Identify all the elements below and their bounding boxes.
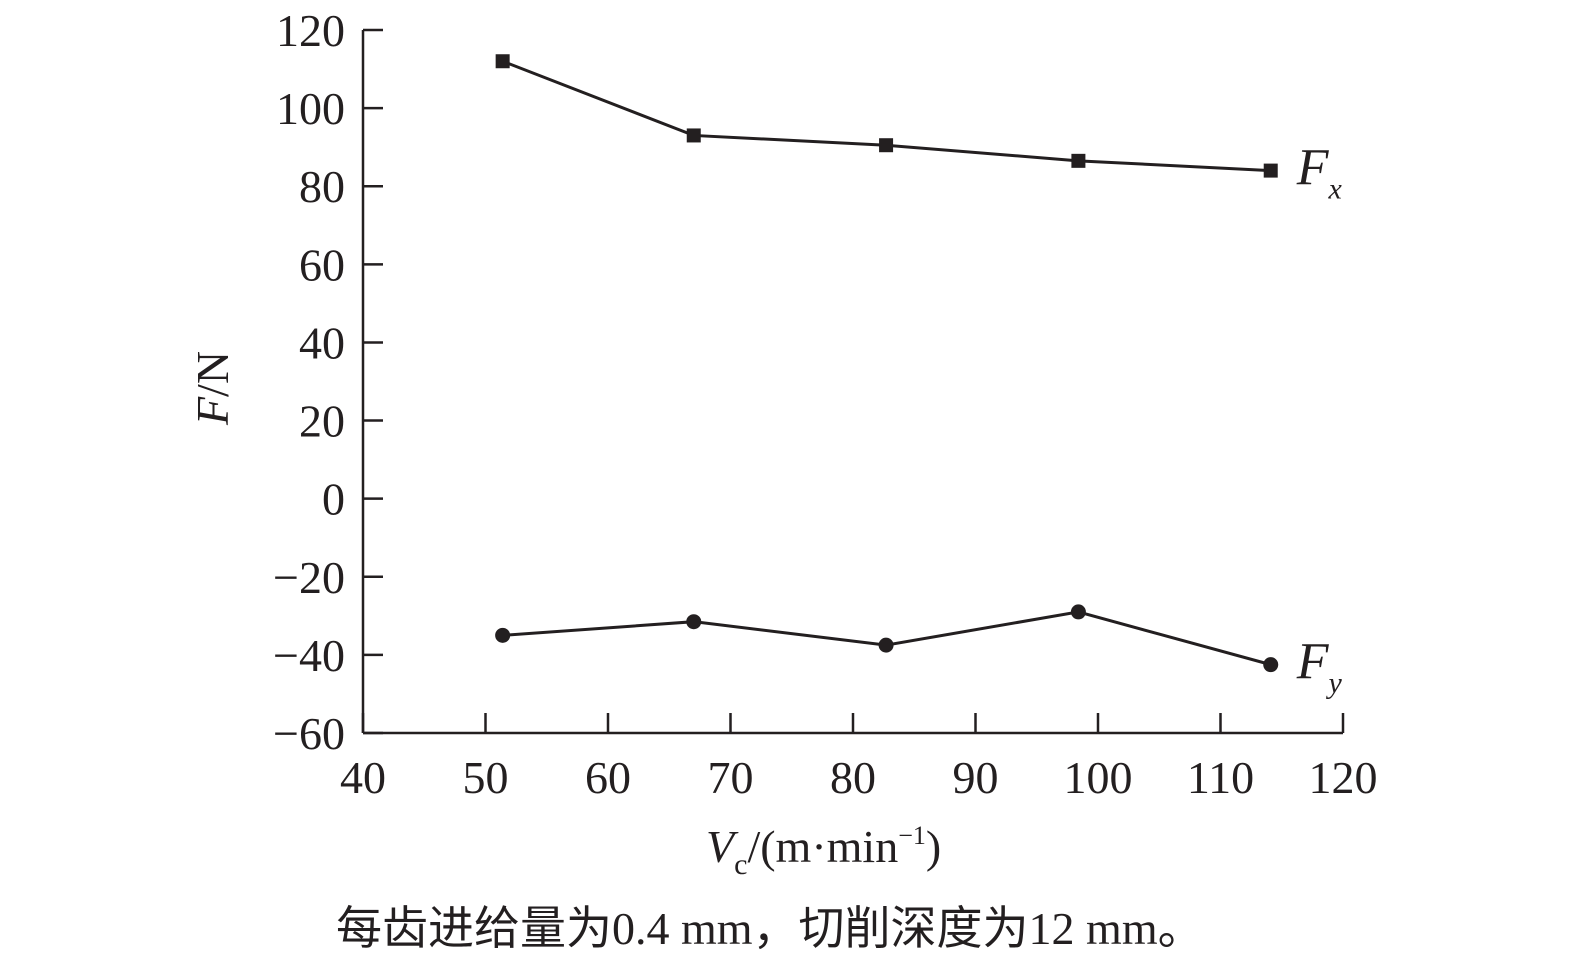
y-axis-title-unit: /N	[187, 351, 238, 397]
y-tick-label: 60	[299, 239, 345, 290]
y-tick-label: −40	[273, 630, 345, 681]
x-axis-title-main: V	[706, 821, 739, 872]
series-Fy: Fy	[495, 604, 1343, 700]
chart-axes	[361, 30, 1343, 735]
series-label-main: F	[1296, 634, 1330, 691]
x-tick-label: 90	[953, 752, 999, 803]
x-tick-label: 40	[340, 752, 386, 803]
x-tick-label: 110	[1187, 752, 1254, 803]
data-point-square	[686, 128, 701, 143]
data-point-circle	[878, 637, 894, 653]
series-label-sub: y	[1325, 667, 1342, 700]
series-label-sub: x	[1327, 173, 1342, 206]
y-tick-label: −60	[273, 708, 345, 759]
x-tick-label: 50	[463, 752, 509, 803]
data-point-square	[879, 138, 894, 153]
y-tick-label: 100	[276, 83, 345, 134]
series-label: Fy	[1296, 634, 1343, 700]
data-point-square	[1263, 163, 1278, 178]
series-label: Fx	[1296, 140, 1343, 206]
x-tick-label: 60	[585, 752, 631, 803]
y-axis-title-main: F	[187, 396, 238, 426]
x-tick-label: 80	[830, 752, 876, 803]
x-axis-title: Vc/(m·min−1)	[706, 821, 941, 881]
x-tick-label: 120	[1309, 752, 1378, 803]
x-axis-title-close: )	[926, 821, 941, 872]
data-point-square	[1071, 153, 1086, 168]
chart-caption: 每齿进给量为0.4 mm，切削深度为12 mm。	[336, 903, 1204, 954]
data-point-circle	[1070, 604, 1086, 620]
y-tick-label: 20	[299, 396, 345, 447]
data-point-square	[495, 54, 510, 69]
x-tick-label: 100	[1064, 752, 1133, 803]
x-axis-title-sub: c	[734, 848, 747, 881]
series-label-main: F	[1296, 140, 1330, 197]
series-Fx: Fx	[495, 54, 1343, 206]
x-axis-title-unit: /(m·min	[747, 821, 898, 872]
y-tick-label: −20	[273, 552, 345, 603]
y-axis-ticks: −60 −40 −20 0 20 40 60 80 100 120	[273, 5, 383, 759]
x-axis-title-sup: −1	[898, 821, 926, 850]
x-axis-ticks: 40 50 60 70 80 90 100 110 120	[340, 713, 1378, 803]
y-tick-label: 80	[299, 161, 345, 212]
data-point-circle	[495, 627, 511, 643]
data-point-circle	[1263, 657, 1279, 673]
y-tick-label: 120	[276, 5, 345, 56]
y-tick-label: 40	[299, 317, 345, 368]
y-tick-label: 0	[322, 474, 345, 525]
data-point-circle	[686, 614, 702, 630]
x-tick-label: 70	[708, 752, 754, 803]
series-line	[502, 59, 1271, 173]
y-axis-title: F/N	[187, 351, 238, 426]
